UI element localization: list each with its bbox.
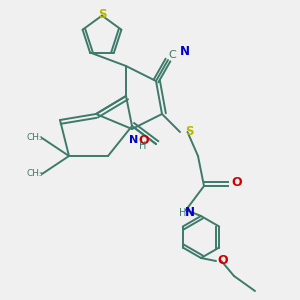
Text: CH₃: CH₃ <box>26 134 43 142</box>
Text: O: O <box>217 254 228 268</box>
Text: O: O <box>139 134 149 148</box>
Text: N: N <box>179 45 190 58</box>
Text: CH₃: CH₃ <box>26 169 43 178</box>
Text: O: O <box>231 176 242 190</box>
Text: S: S <box>98 8 107 21</box>
Text: C: C <box>169 50 176 61</box>
Text: H: H <box>179 208 187 218</box>
Text: S: S <box>185 125 193 139</box>
Text: N: N <box>129 134 138 145</box>
Text: H: H <box>139 140 146 151</box>
Text: N: N <box>184 206 195 220</box>
